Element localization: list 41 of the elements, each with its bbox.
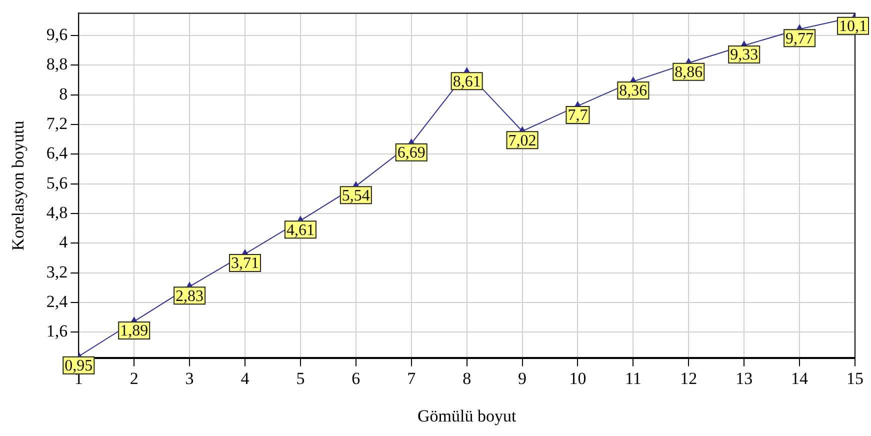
y-tick-label: 4 [59,232,68,252]
data-label: 9,33 [730,46,758,64]
y-tick-label: 7,2 [46,114,68,133]
data-label: 2,83 [176,288,204,305]
y-tick-label: 2,4 [46,292,68,312]
x-tick-label: 12 [680,368,698,388]
data-label: 7,7 [568,107,588,124]
data-label: 8,86 [674,64,703,82]
x-tick-label: 8 [462,368,472,388]
y-tick-label: 5,6 [46,173,68,192]
y-tick-label: 9,6 [46,24,68,44]
x-axis-title: Gömülü boyut [417,406,516,426]
x-tick-label: 4 [240,368,250,388]
data-label: 7,02 [508,132,536,150]
x-tick-label: 11 [625,368,642,388]
y-tick-label: 4,8 [46,202,68,222]
y-tick-label: 8,8 [46,54,68,74]
y-axis-title: Korelasyon boyutu [8,120,28,251]
y-tick-label: 1,6 [46,322,68,341]
data-label: 9,77 [786,30,814,48]
y-tick-label: 3,2 [46,262,68,282]
data-label: 1,89 [120,322,148,340]
x-tick-label: 15 [846,368,864,388]
data-label: 8,61 [452,73,481,90]
x-tick-label: 7 [407,368,416,388]
x-tick-label: 10 [569,368,586,388]
data-label: 10,1 [839,18,867,36]
x-tick-label: 6 [352,368,360,388]
x-tick-label: 2 [130,368,138,388]
data-label: 5,54 [342,187,370,204]
data-label: 6,69 [397,144,426,162]
x-tick-label: 5 [296,368,305,388]
x-tick-label: 3 [185,368,194,388]
data-label: 3,71 [231,255,260,272]
y-tick-label: 6,4 [46,144,68,163]
x-tick-label: 13 [736,368,753,388]
x-tick-label: 9 [518,368,527,388]
x-tick-label: 14 [791,368,809,388]
data-label: 4,61 [286,222,314,239]
data-label: 8,36 [619,82,648,100]
y-tick-label: 8 [59,84,68,104]
